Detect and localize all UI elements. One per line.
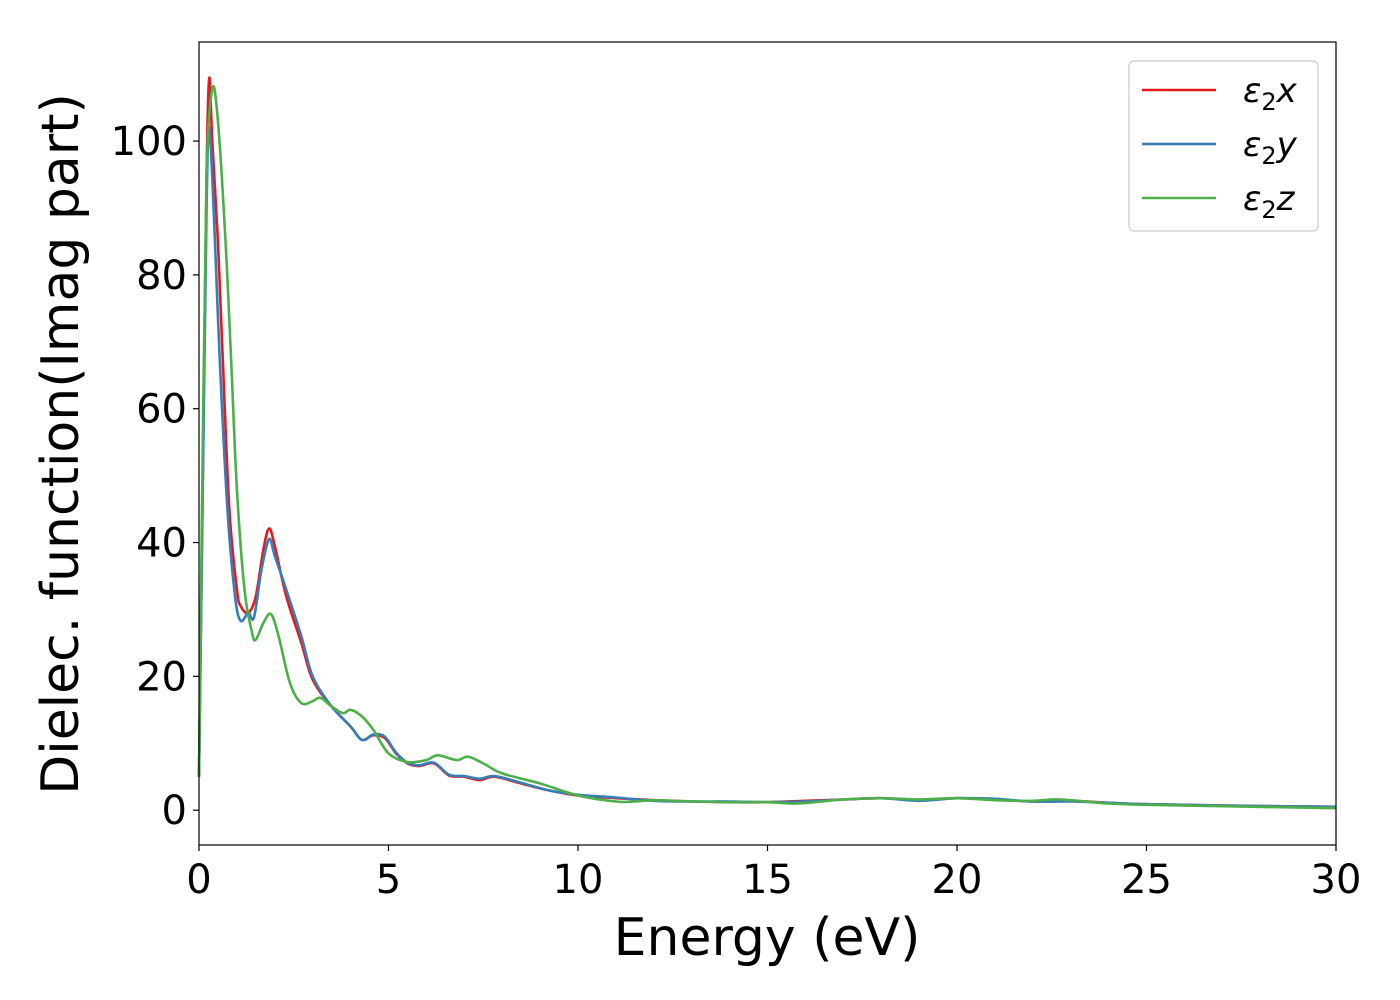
legend-label: ε2y (1243, 125, 1298, 170)
x-axis-label: Energy (eV) (614, 908, 921, 968)
legend-label: ε2x (1243, 71, 1298, 116)
y-tick-label: 100 (111, 119, 187, 165)
x-tick-label: 30 (1311, 857, 1362, 903)
x-tick-label: 5 (376, 857, 401, 903)
x-axis-ticks: 0 5 10 15 20 25 30 (186, 845, 1361, 903)
x-tick-label: 0 (186, 857, 211, 903)
x-tick-label: 25 (1121, 857, 1172, 903)
legend-label: ε2z (1243, 179, 1296, 224)
y-tick-label: 80 (136, 253, 187, 299)
legend: ε2x ε2y ε2z (1128, 60, 1319, 232)
legend-box (1128, 60, 1319, 232)
y-tick-label: 40 (136, 521, 187, 567)
series-line-z (197, 85, 1337, 810)
x-tick-label: 10 (553, 857, 604, 903)
y-axis-ticks: 0 20 40 60 80 100 (111, 119, 199, 834)
x-tick-label: 20 (932, 857, 983, 903)
series-lines (197, 76, 1337, 810)
x-tick-label: 15 (742, 857, 793, 903)
y-tick-label: 0 (162, 788, 187, 834)
y-axis-label: Dielec. function(Imag part) (31, 93, 91, 795)
y-tick-label: 20 (136, 654, 187, 700)
y-tick-label: 60 (136, 387, 187, 433)
